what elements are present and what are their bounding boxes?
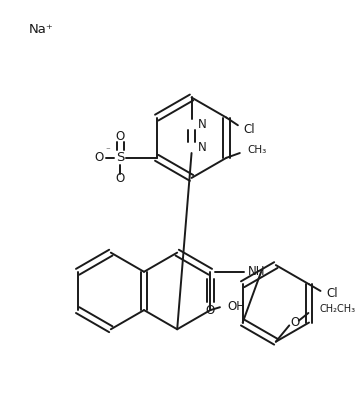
Text: NH: NH [248, 265, 265, 278]
Text: Cl: Cl [326, 287, 338, 300]
Text: O: O [206, 304, 215, 316]
Text: S: S [116, 151, 125, 164]
Text: N: N [198, 141, 207, 154]
Text: N: N [198, 118, 207, 131]
Text: Na⁺: Na⁺ [29, 23, 54, 36]
Text: Cl: Cl [244, 123, 255, 136]
Text: O: O [95, 151, 104, 164]
Text: O: O [291, 316, 300, 329]
Text: ⁻: ⁻ [105, 146, 110, 156]
Text: O: O [116, 172, 125, 185]
Text: CH₃: CH₃ [247, 145, 267, 155]
Text: O: O [116, 130, 125, 143]
Text: OH: OH [228, 300, 246, 313]
Text: CH₂CH₃: CH₂CH₃ [320, 304, 356, 314]
